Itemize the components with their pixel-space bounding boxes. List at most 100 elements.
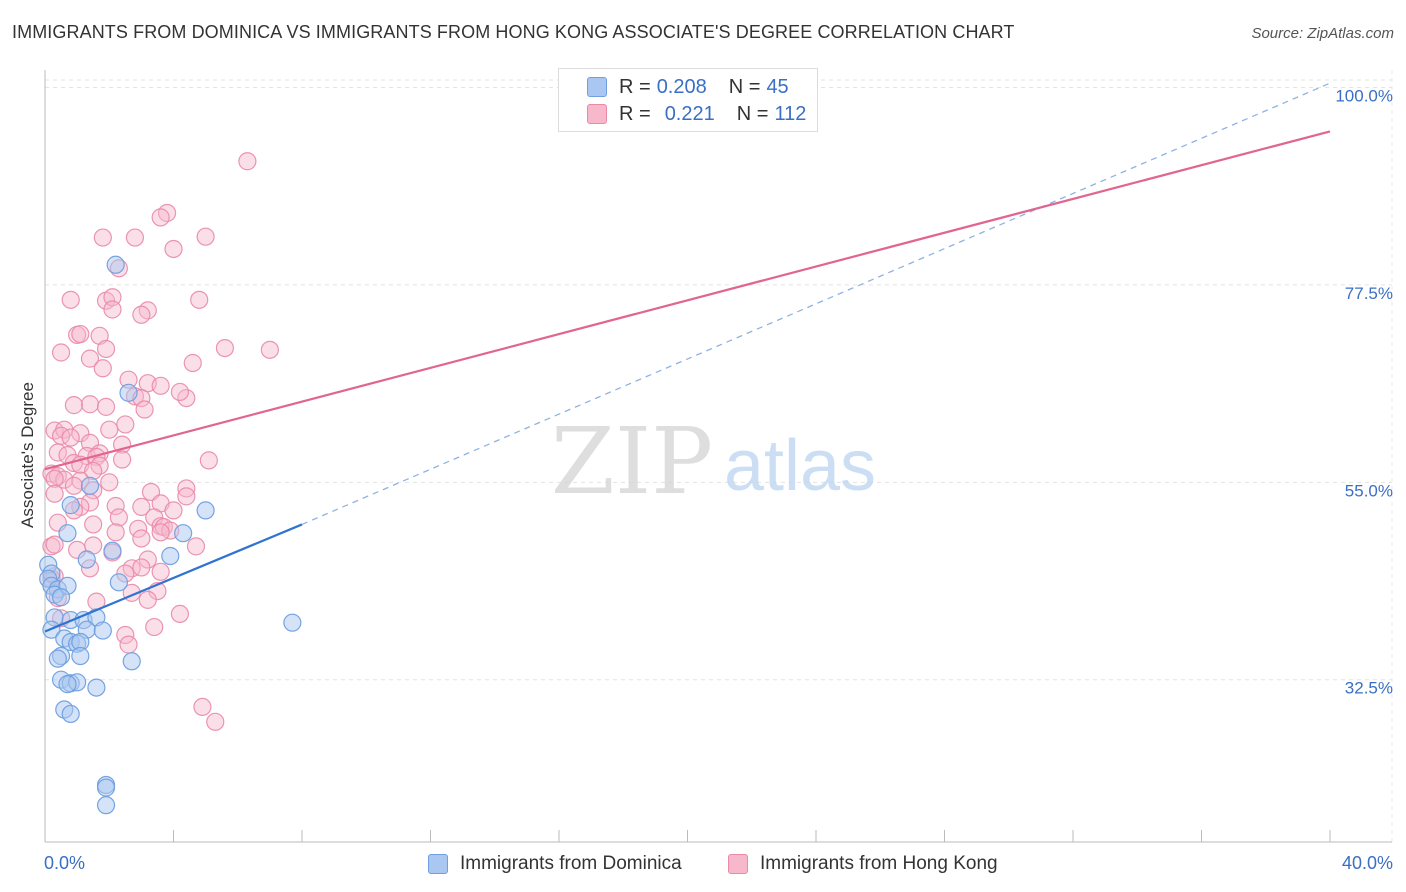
hong-kong-point	[151, 376, 170, 395]
x-tick-label: 40.0%	[1342, 853, 1393, 873]
hong-kong-point	[132, 558, 151, 577]
hong-kong-point	[199, 451, 218, 470]
source-credit: Source: ZipAtlas.com	[1251, 25, 1394, 42]
hong-kong-point	[164, 501, 183, 520]
hong-kong-point	[190, 290, 209, 309]
hong-kong-point	[103, 300, 122, 319]
hong-kong-point	[215, 338, 234, 358]
legend-n-value-dominica: 45	[766, 75, 789, 98]
series-dominica-points	[39, 255, 302, 815]
hong-kong-point	[183, 353, 202, 373]
legend-r-label: R =	[619, 102, 651, 125]
hong-kong-point	[206, 712, 225, 731]
hong-kong-point	[100, 420, 119, 439]
hong-kong-point	[151, 523, 170, 542]
dominica-point	[77, 550, 96, 569]
hong-kong-point	[196, 227, 215, 246]
hong-kong-point	[100, 473, 119, 492]
hong-kong-point	[132, 529, 151, 548]
y-tick-label: 55.0%	[1345, 481, 1393, 500]
hong-kong-point	[80, 349, 100, 368]
y-axis-label: Associate's Degree	[18, 382, 37, 528]
hong-kong-point	[132, 497, 151, 516]
hong-kong-point	[170, 382, 190, 402]
dominica-point	[119, 383, 138, 402]
hong-kong-trend-line	[44, 130, 1331, 471]
watermark: ZIP atlas	[551, 408, 876, 515]
dominica-point	[61, 704, 80, 724]
y-tick-label: 32.5%	[1345, 679, 1393, 698]
dominica-point	[93, 621, 112, 640]
dominica-point	[80, 476, 100, 495]
hong-kong-point	[51, 343, 71, 362]
hong-kong-point	[64, 396, 84, 415]
legend-n-value-hong-kong: 112	[774, 102, 807, 125]
hong-kong-point	[71, 324, 90, 344]
grid-lines	[45, 70, 1393, 842]
hong-kong-point	[109, 508, 128, 527]
dominica-point	[58, 524, 77, 543]
dominica-point	[87, 678, 106, 697]
hong-kong-point	[45, 484, 64, 503]
dominica-trend-line	[44, 523, 303, 633]
dominica-point	[71, 646, 90, 666]
hong-kong-point	[71, 424, 90, 443]
hong-kong-point	[151, 562, 170, 581]
legend-n-label: N =	[736, 102, 769, 125]
hong-kong-point	[93, 359, 112, 378]
legend-row-dominica: R = 0.208 N = 45	[587, 74, 789, 100]
legend-row-hong-kong: R = 0.221 N = 112	[587, 101, 806, 127]
hong-kong-point	[125, 228, 145, 247]
legend-r-label: R =	[619, 75, 651, 98]
watermark-zip: ZIP	[551, 408, 713, 515]
chart-title: IMMIGRANTS FROM DOMINICA VS IMMIGRANTS F…	[12, 22, 1015, 42]
bottom-legend-dominica: Immigrants from Dominica	[428, 850, 682, 878]
dominica-point	[61, 496, 80, 515]
dominica-point	[51, 588, 71, 607]
legend-r-value-dominica: 0.208	[656, 75, 707, 98]
hong-kong-point	[116, 625, 135, 645]
bottom-legend-swatch-dominica	[428, 854, 448, 874]
dominica-point	[109, 573, 128, 592]
legend-r-value-hong-kong: 0.221	[664, 102, 715, 125]
watermark-atlas: atlas	[724, 426, 876, 506]
hong-kong-point	[61, 428, 80, 447]
tick-labels: 32.5% 55.0% 77.5% 100.0% 0.0% 40.0%	[44, 87, 1393, 873]
hong-kong-point	[55, 470, 74, 489]
y-tick-label: 77.5%	[1345, 284, 1393, 303]
hong-kong-point	[170, 604, 190, 624]
hong-kong-point	[42, 537, 61, 556]
hong-kong-point	[186, 537, 206, 556]
trend-lines	[44, 82, 1331, 633]
hong-kong-point	[96, 397, 116, 416]
hong-kong-point	[64, 476, 84, 495]
bottom-legend-label-hong-kong: Immigrants from Hong Kong	[760, 853, 998, 874]
hong-kong-point	[193, 697, 212, 717]
dominica-point	[122, 652, 141, 671]
hong-kong-point	[80, 395, 100, 414]
hong-kong-point	[138, 590, 157, 609]
hong-kong-point	[177, 479, 196, 498]
legend-box: R = 0.208 N = 45 R = 0.221 N = 112	[558, 68, 818, 132]
hong-kong-point	[96, 339, 116, 359]
hong-kong-point	[45, 469, 64, 488]
bottom-legend-swatch-hong-kong	[728, 854, 748, 874]
hong-kong-point	[132, 305, 151, 324]
hong-kong-point	[106, 496, 125, 516]
hong-kong-point	[112, 450, 132, 469]
hong-kong-point	[61, 290, 80, 309]
hong-kong-point	[106, 523, 125, 542]
hong-kong-point	[135, 400, 154, 419]
dominica-point	[196, 501, 215, 520]
hong-kong-point	[151, 208, 170, 227]
hong-kong-point	[119, 635, 138, 654]
hong-kong-point	[238, 152, 257, 171]
bottom-legend-hong-kong: Immigrants from Hong Kong	[728, 850, 998, 878]
bottom-legend-label-dominica: Immigrants from Dominica	[460, 853, 682, 874]
dominica-point	[96, 796, 116, 815]
dominica-point	[106, 255, 125, 274]
dominica-point	[103, 541, 122, 560]
hong-kong-point	[84, 515, 103, 534]
hong-kong-point	[116, 415, 135, 434]
